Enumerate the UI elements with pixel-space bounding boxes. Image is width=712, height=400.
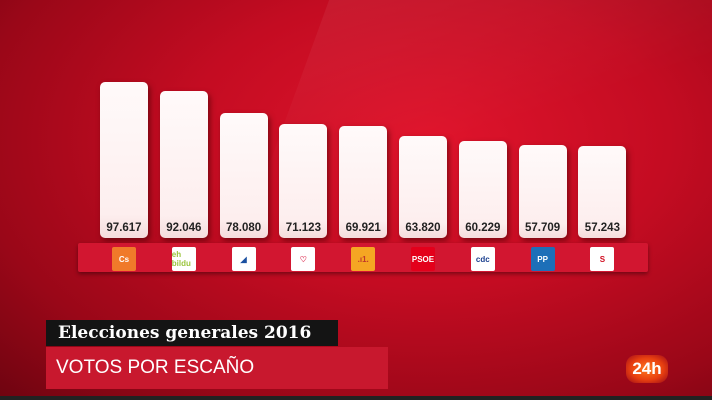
bar-value-label: 78.080 bbox=[226, 221, 262, 234]
chart-title: VOTOS POR ESCAÑO bbox=[46, 347, 388, 389]
party-logo-icon: ◢ bbox=[231, 247, 256, 271]
bar-7: 57.709 bbox=[518, 145, 567, 238]
bar-2: 78.080 bbox=[219, 112, 268, 238]
bar-value-label: 63.820 bbox=[405, 221, 441, 234]
bar-3: 71.123 bbox=[279, 123, 328, 238]
bar-6: 60.229 bbox=[458, 141, 507, 238]
party-logo-icon: Cs bbox=[112, 247, 136, 271]
bottom-edge bbox=[0, 396, 712, 400]
bar-value-label: 97.617 bbox=[106, 222, 142, 234]
bar-8: 57.243 bbox=[578, 146, 627, 238]
party-logo-icon: PSOE bbox=[411, 247, 435, 271]
party-logo-icon: eh bildu bbox=[171, 247, 196, 271]
bar-value-label: 57.709 bbox=[525, 221, 561, 234]
bar-value-label: 60.229 bbox=[465, 221, 501, 234]
party-logo-icon: ♡ bbox=[291, 247, 316, 271]
bar-value-label: 92.046 bbox=[166, 221, 202, 234]
party-logo-icon: S bbox=[590, 247, 615, 271]
chart-subtitle: Elecciones generales 2016 bbox=[46, 320, 338, 346]
party-logo-icon: PP bbox=[530, 247, 555, 271]
bar-1: 92.046 bbox=[159, 90, 208, 238]
bar-chart: 97.617 92.046 78.080 71.123 69.921 63.820 60.2… bbox=[100, 82, 627, 238]
channel-24h-logo: 24h bbox=[626, 355, 668, 383]
bar-0: 97.617 bbox=[100, 82, 148, 238]
bar-value-label: 57.243 bbox=[584, 222, 620, 234]
bar-value-label: 69.921 bbox=[345, 221, 381, 234]
party-logo-icon: cdc bbox=[470, 247, 495, 271]
party-logo-icon: .ı1. bbox=[351, 247, 376, 271]
bar-4: 69.921 bbox=[339, 125, 388, 238]
bar-value-label: 71.123 bbox=[285, 221, 321, 234]
bar-5: 63.820 bbox=[399, 135, 447, 238]
